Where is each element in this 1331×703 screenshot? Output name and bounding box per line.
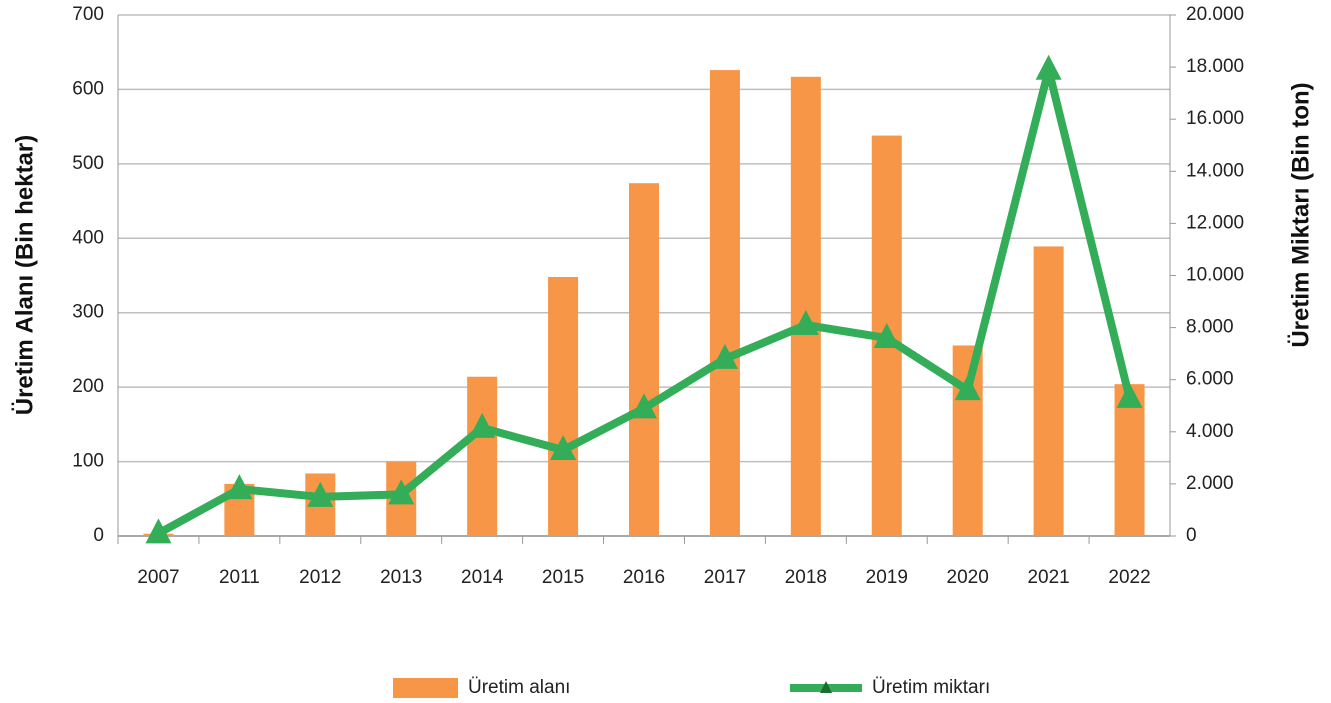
- bar: [790, 76, 821, 537]
- bar: [467, 376, 498, 536]
- x-tick-label: 2018: [785, 567, 827, 588]
- x-tick-label: 2011: [219, 567, 260, 588]
- marker: [1035, 54, 1062, 80]
- marker: [873, 323, 900, 349]
- marker: [307, 481, 334, 507]
- x-tick-label: 2012: [299, 567, 341, 588]
- legend-label: Üretim alanı: [468, 677, 570, 698]
- y-tick-label: 400: [72, 227, 104, 248]
- marker: [550, 435, 577, 461]
- y2-tick-label: 6.000: [1186, 369, 1234, 390]
- marker: [631, 393, 657, 419]
- x-tick-label: 2007: [137, 567, 179, 588]
- y-tick-label: 100: [72, 451, 104, 472]
- bar: [548, 276, 579, 536]
- y-tick-label: 600: [72, 78, 104, 99]
- y-tick-label: 0: [93, 525, 104, 546]
- y2-tick-label: 8.000: [1186, 317, 1234, 338]
- y2-axis-title: Üretim Miktarı (Bin ton): [1287, 82, 1314, 347]
- marker: [145, 518, 172, 544]
- y2-tick-label: 10.000: [1186, 265, 1244, 286]
- marker: [469, 412, 496, 438]
- y2-tick-label: 4.000: [1186, 421, 1234, 442]
- marker: [792, 309, 819, 335]
- x-tick-label: 2022: [1108, 567, 1150, 588]
- marker: [711, 343, 738, 369]
- legend-label: Üretim miktarı: [872, 677, 990, 698]
- bar: [709, 70, 740, 536]
- x-tick-label: 2015: [542, 567, 584, 588]
- x-tick-label: 2017: [704, 567, 746, 588]
- x-tick-label: 2013: [380, 567, 422, 588]
- y2-tick-label: 20.000: [1186, 4, 1244, 25]
- y-axis-title: Üretim Alanı (Bin hektar): [11, 135, 38, 416]
- x-tick-label: 2014: [461, 567, 504, 588]
- y2-tick-label: 18.000: [1186, 56, 1244, 77]
- x-tick-label: 2016: [623, 567, 665, 588]
- y2-tick-label: 0: [1186, 525, 1197, 546]
- marker: [226, 474, 253, 500]
- y2-tick-label: 2.000: [1186, 473, 1234, 494]
- y-tick-label: 700: [72, 4, 104, 25]
- y2-tick-label: 12.000: [1186, 212, 1244, 233]
- marker: [954, 375, 981, 401]
- y-tick-label: 500: [72, 153, 104, 174]
- x-tick-label: 2020: [947, 567, 989, 588]
- legend-marker: [820, 681, 832, 693]
- y-tick-label: 300: [72, 302, 104, 323]
- y-tick-label: 200: [72, 376, 104, 397]
- y2-tick-label: 16.000: [1186, 108, 1244, 129]
- x-tick-label: 2021: [1027, 567, 1069, 588]
- x-tick-label: 2019: [866, 567, 908, 588]
- bar: [1033, 246, 1064, 537]
- bar: [629, 183, 659, 537]
- bar: [1114, 384, 1145, 536]
- marker: [1116, 382, 1143, 408]
- y2-tick-label: 14.000: [1186, 160, 1244, 181]
- marker: [388, 479, 415, 505]
- legend-swatch: [393, 678, 458, 698]
